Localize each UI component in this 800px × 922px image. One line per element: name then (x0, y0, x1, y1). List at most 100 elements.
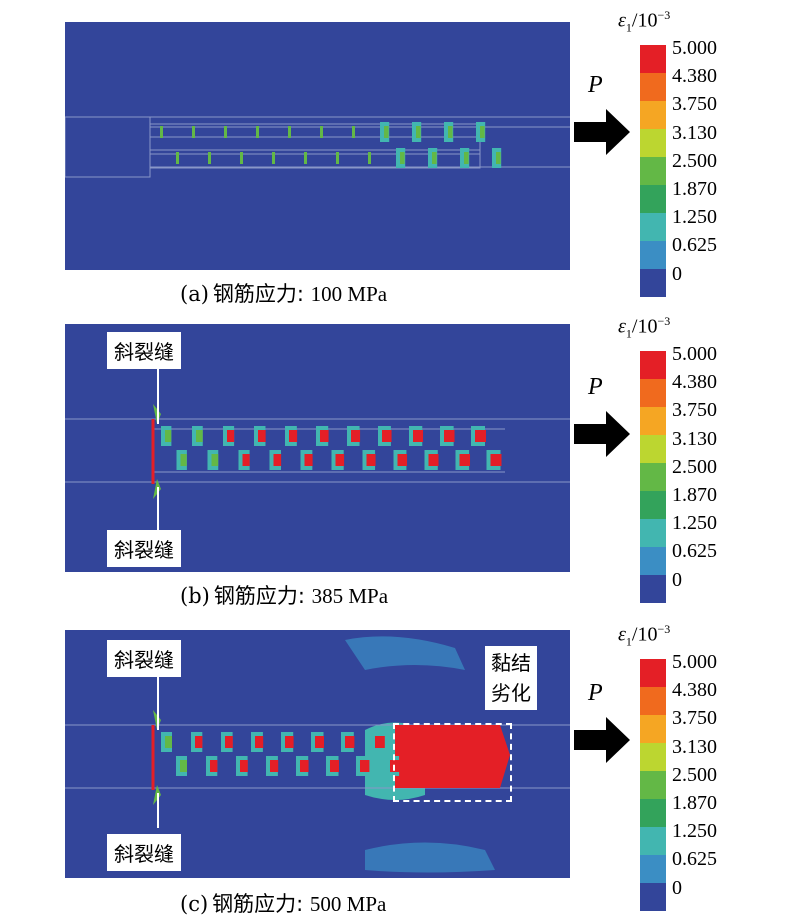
colorbar-band (640, 129, 666, 157)
colorbar-tick-label: 3.130 (672, 121, 717, 144)
rib-strain-patch (480, 126, 485, 138)
leader-line (157, 793, 159, 828)
rib-strain-patch (384, 126, 389, 138)
rib-strain-patch (304, 152, 307, 164)
colorbar-tick-label: 2.500 (672, 763, 717, 786)
rib-strain-patch (227, 430, 235, 442)
diagonal-crack-label-bottom: 斜裂缝 (107, 530, 181, 567)
colorbar-tick-label: 1.870 (672, 178, 717, 200)
colorbar-band (640, 101, 666, 129)
rib-strain-patch (165, 736, 172, 748)
colorbar (640, 45, 666, 297)
rebar-contour-svg-a (65, 116, 570, 178)
caption-text: 钢筋应力: (213, 584, 312, 608)
colorbar-title: ε1/10−3 (618, 8, 671, 35)
colorbar-band (640, 463, 666, 491)
rib-strain-patch (315, 736, 324, 748)
colorbar-band (640, 45, 666, 73)
panel-a: (a) 钢筋应力: 100 MPa P (0, 0, 800, 306)
rib-strain-patch (336, 152, 339, 164)
rib-strain-patch (258, 430, 266, 442)
force-label: P (588, 680, 603, 706)
rib-strain-patch (240, 152, 243, 164)
rib-strain-patch (304, 454, 313, 466)
rib-strain-patch (352, 126, 355, 138)
rib-strain-patch (368, 152, 371, 164)
colorbar-tick-label: 0 (672, 568, 682, 591)
rib-strain-patch (448, 126, 453, 138)
colorbar-band (640, 743, 666, 771)
colorbar-band (640, 827, 666, 855)
rib-strain-patch (432, 152, 437, 164)
rib-strain-patch (382, 430, 392, 442)
colorbar-band (640, 771, 666, 799)
colorbar-band (640, 379, 666, 407)
pull-arrow-icon (574, 717, 630, 763)
rib-strain-patch (366, 454, 376, 466)
colorbar-band (640, 185, 666, 213)
panel-b: 斜裂缝 斜裂缝 (b) 钢筋应力: 385 MPa P (0, 302, 800, 608)
colorbar-band (640, 241, 666, 269)
caption-a: (a) 钢筋应力: 100 MPa (180, 282, 388, 306)
colorbar-tick-label: 4.380 (672, 65, 717, 88)
rib-strain-patch (444, 430, 455, 442)
colorbar-band (640, 157, 666, 185)
rib-strain-patch (416, 126, 421, 138)
rib-strain-patch (256, 126, 259, 138)
colorbar-band (640, 213, 666, 241)
colorbar-tick-label: 4.380 (672, 371, 717, 394)
force-label: P (588, 72, 603, 98)
colorbar-band (640, 799, 666, 827)
colorbar-band (640, 687, 666, 715)
rib-strain-patch (320, 126, 323, 138)
colorbar (640, 351, 666, 603)
diagonal-crack-label-bottom: 斜裂缝 (107, 834, 181, 871)
colorbar-tick-label: 3.130 (672, 427, 717, 450)
colorbar-tick-label: 2.500 (672, 455, 717, 478)
colorbar-band (640, 659, 666, 687)
colorbar-tick-label: 3.750 (672, 707, 717, 730)
rib-strain-patch (490, 454, 502, 466)
leader-line (157, 369, 159, 424)
rib-strain-patch (273, 454, 282, 466)
bond-degradation-box (393, 723, 512, 802)
rib-strain-patch (255, 736, 264, 748)
colorbar-tick-label: 5.000 (672, 343, 717, 365)
caption-text: 钢筋应力: (212, 282, 311, 306)
rib-strain-patch (300, 760, 309, 772)
rib-strain-patch (345, 736, 355, 748)
rib-strain-patch (180, 760, 187, 772)
colorbar-band (640, 351, 666, 379)
rib-strain-patch (225, 736, 233, 748)
colorbar-tick-label: 5.000 (672, 651, 717, 673)
diagonal-crack-label-top: 斜裂缝 (107, 640, 181, 677)
rib-strain-patch (180, 454, 187, 466)
colorbar-tick-label: 1.250 (672, 512, 717, 535)
rib-strain-patch (320, 430, 329, 442)
rib-strain-patch (210, 760, 218, 772)
rib-strain-patch (208, 152, 211, 164)
colorbar-band (640, 269, 666, 297)
caption-text: 钢筋应力: (212, 892, 310, 916)
rib-strain-patch (475, 430, 486, 442)
rib-strain-patch (459, 454, 471, 466)
diagonal-crack-label-top: 斜裂缝 (107, 332, 181, 369)
rib-strain-patch (211, 454, 219, 466)
rib-strain-patch (375, 736, 385, 748)
rib-strain-patch (413, 430, 424, 442)
rib-strain-patch (289, 430, 298, 442)
colorbar-tick-label: 1.870 (672, 792, 717, 814)
leader-line (157, 487, 159, 537)
rib-strain-patch (195, 736, 203, 748)
rib-strain-patch (496, 152, 501, 164)
rib-strain-patch (240, 760, 248, 772)
colorbar-band (640, 73, 666, 101)
colorbar-tick-label: 2.500 (672, 149, 717, 172)
rebar-contour-svg-b (65, 404, 570, 499)
strain-contour-a (65, 22, 570, 270)
rib-strain-patch (176, 152, 179, 164)
colorbar-tick-label: 1.250 (672, 820, 717, 843)
rebar-contour-svg-c (65, 636, 570, 873)
rib-strain-patch (242, 454, 250, 466)
colorbar-band (640, 883, 666, 911)
